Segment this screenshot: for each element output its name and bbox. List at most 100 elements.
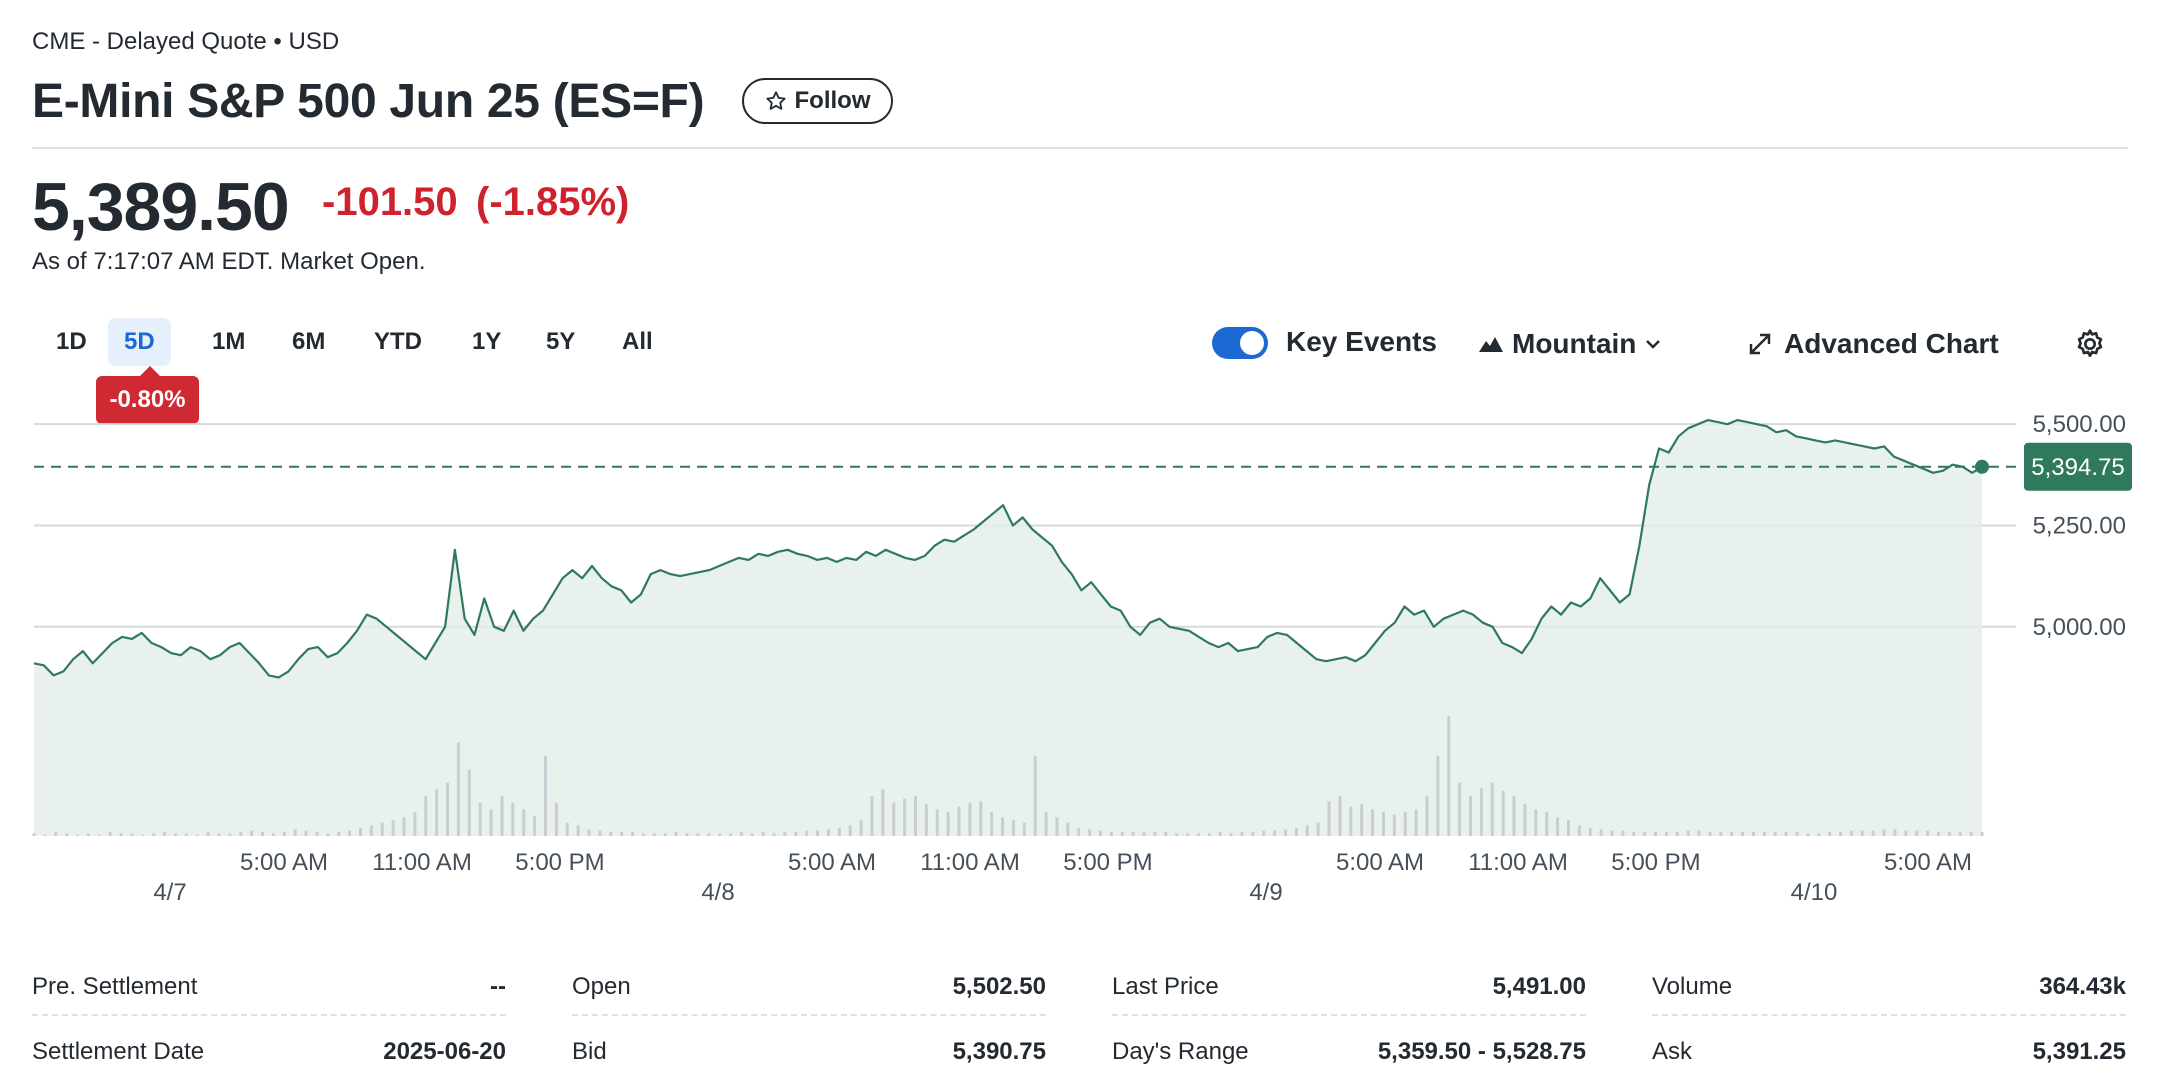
y-tick-label: 5,000.00 (2033, 614, 2126, 641)
volume-bar (500, 796, 504, 836)
volume-bar (163, 832, 167, 836)
stat-ask: Ask 5,391.25 (1652, 1024, 2126, 1080)
volume-bar (293, 829, 297, 836)
volume-bar (1153, 832, 1157, 836)
current-price-label: 5,394.75 (2031, 454, 2124, 481)
volume-bar (1479, 788, 1483, 836)
volume-bar (1186, 833, 1190, 836)
volume-bar (1207, 833, 1211, 836)
advanced-chart-button[interactable]: Advanced Chart (1748, 324, 1999, 364)
volume-bar (369, 825, 373, 836)
volume-bar (652, 833, 656, 836)
gear-icon[interactable] (2074, 328, 2106, 360)
expand-icon (1749, 333, 1771, 355)
mountain-icon (1479, 337, 1503, 352)
volume-bar (250, 830, 254, 836)
volume-bar (1501, 790, 1505, 836)
volume-bar (1262, 830, 1266, 836)
volume-bar (1773, 832, 1777, 836)
chart-type-label: Mountain (1512, 328, 1637, 359)
volume-bar (935, 809, 939, 836)
volume-bar (217, 833, 221, 836)
volume-bar (511, 802, 515, 836)
volume-bar (1664, 832, 1668, 836)
volume-bar (424, 796, 428, 836)
range-tab-5y[interactable]: 5Y (546, 328, 576, 355)
volume-bar (870, 796, 874, 836)
volume-bar (152, 833, 156, 836)
volume-bar (1033, 756, 1037, 836)
volume-bar (1022, 822, 1026, 836)
current-price-tag (2024, 442, 2132, 491)
volume-bar (707, 833, 711, 836)
volume-bar (728, 833, 732, 836)
stat-value: 5,390.75 (952, 1038, 1046, 1065)
volume-bar (1566, 820, 1570, 836)
volume-bar (261, 832, 265, 836)
volume-bar (304, 830, 308, 836)
volume-bar (1436, 756, 1440, 836)
page-title: E-Mini S&P 500 Jun 25 (ES=F) (32, 75, 705, 128)
volume-bar (195, 834, 199, 836)
follow-button[interactable]: Follow (742, 78, 893, 124)
x-date-label: 4/8 (701, 879, 734, 906)
volume-bar (282, 832, 286, 836)
volume-bar (1675, 832, 1679, 836)
volume-bar (456, 742, 460, 836)
volume-bar (1142, 832, 1146, 836)
range-tab-5d[interactable]: 5D (108, 318, 171, 366)
stat-volume: Volume 364.43k (1652, 960, 2126, 1016)
stat-days-range: Day's Range 5,359.50 - 5,528.75 (1112, 1024, 1586, 1080)
range-tab-1m[interactable]: 1M (212, 328, 246, 355)
stat-value: -- (490, 973, 506, 1000)
volume-bar (1327, 801, 1331, 836)
price-chart[interactable]: 5,500.00 5,250.00 5,000.00 5,394.75 5:00 AM 1… (0, 400, 2160, 920)
volume-bar (1915, 830, 1919, 836)
volume-bar (1697, 830, 1701, 836)
stat-label: Bid (572, 1038, 607, 1065)
range-tab-1d[interactable]: 1D (56, 328, 87, 355)
stat-open: Open 5,502.50 (572, 960, 1046, 1016)
volume-bar (826, 829, 830, 836)
volume-bar (1512, 796, 1516, 836)
volume-bar (1599, 829, 1603, 836)
volume-bar (761, 832, 765, 836)
volume-bar (794, 832, 798, 836)
volume-bar (1316, 822, 1320, 836)
range-tab-1y[interactable]: 1Y (472, 328, 502, 355)
volume-bar (1686, 830, 1690, 836)
volume-bar (435, 789, 439, 836)
volume-bar (1196, 833, 1200, 836)
x-time-label: 5:00 AM (788, 849, 876, 876)
volume-bar (522, 809, 526, 836)
volume-bar (1936, 832, 1940, 836)
volume-bar (957, 806, 961, 836)
volume-bar (1849, 830, 1853, 836)
volume-bar (86, 833, 90, 836)
stat-settlement-date: Settlement Date 2025-06-20 (32, 1024, 506, 1080)
volume-bar (533, 816, 537, 836)
volume-bar (1131, 832, 1135, 836)
x-time-label: 11:00 AM (920, 849, 1020, 876)
volume-bar (1251, 832, 1255, 836)
range-tab-all[interactable]: All (622, 328, 653, 355)
volume-bar (76, 834, 80, 836)
volume-bar (65, 833, 69, 836)
volume-bar (750, 833, 754, 836)
volume-bar (718, 833, 722, 836)
volume-bar (228, 833, 232, 836)
volume-bar (1828, 832, 1832, 836)
range-tab-ytd[interactable]: YTD (374, 328, 422, 355)
volume-bar (54, 832, 58, 836)
volume-bar (1762, 832, 1766, 836)
volume-bar (587, 829, 591, 836)
range-tab-6m[interactable]: 6M (292, 328, 326, 355)
volume-bar (1904, 830, 1908, 836)
key-events-toggle[interactable] (1212, 327, 1268, 359)
volume-bar (576, 825, 580, 836)
x-date-label: 4/7 (153, 879, 186, 906)
chart-type-dropdown[interactable]: Mountain (1478, 324, 1662, 364)
x-time-label: 11:00 AM (1468, 849, 1568, 876)
volume-bar (1077, 828, 1081, 836)
stat-value: 364.43k (2039, 973, 2126, 1000)
